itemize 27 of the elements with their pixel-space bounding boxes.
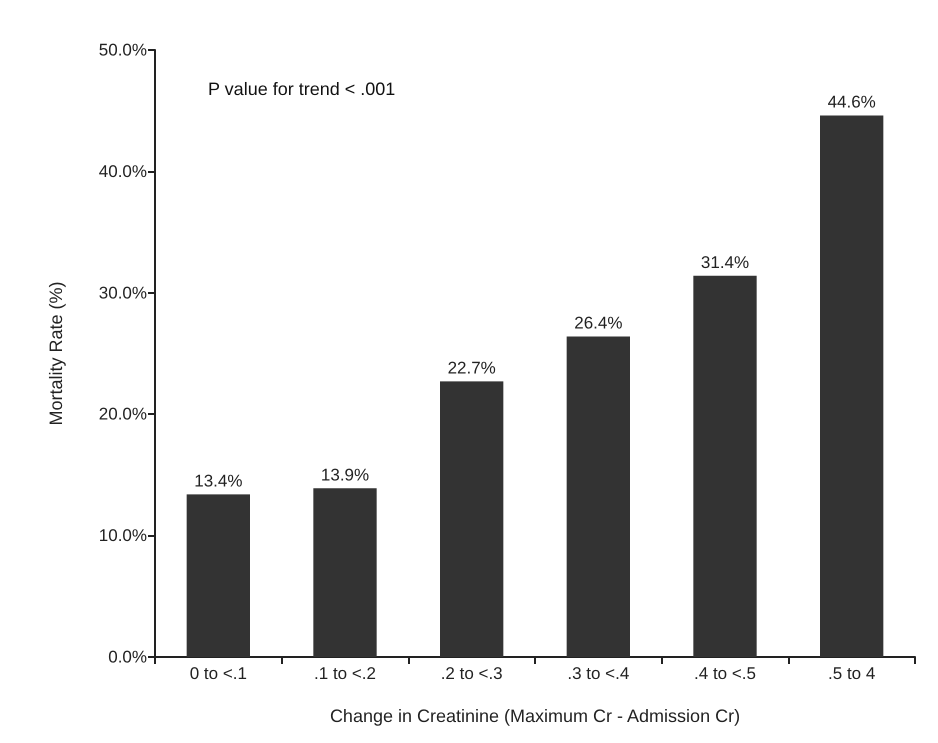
x-tick-label: .5 to 4 <box>828 664 876 683</box>
data-label: 13.9% <box>320 465 370 484</box>
y-tick-label: 40.0% <box>98 162 147 181</box>
bar <box>186 494 250 657</box>
data-label: 13.4% <box>194 471 242 490</box>
x-tick-label: .1 to <.2 <box>314 664 376 683</box>
annotation: P value for trend < .001 <box>208 79 396 99</box>
x-tick-label: .4 to <.5 <box>694 664 756 683</box>
bar <box>820 116 884 657</box>
data-label: 26.4% <box>574 314 622 333</box>
bar <box>313 488 377 657</box>
y-tick-label: 20.0% <box>98 404 147 424</box>
x-axis-title: Change in Creatinine (Maximum Cr - Admission Cr) <box>330 706 740 726</box>
y-tick-label: 50.0% <box>98 40 147 60</box>
bar <box>566 336 630 657</box>
x-tick-label: 0 to <.1 <box>190 664 247 683</box>
x-tick-label: .2 to <.3 <box>440 664 503 683</box>
data-label: 44.6% <box>828 92 876 112</box>
y-tick-label: 0.0% <box>108 648 147 666</box>
data-label: 22.7% <box>448 358 496 378</box>
bar <box>693 276 757 657</box>
bar <box>440 381 504 657</box>
x-tick-label: .3 to <.4 <box>567 664 630 683</box>
data-label: 31.4% <box>700 252 750 272</box>
y-tick-label: 10.0% <box>98 526 147 546</box>
y-tick-label: 30.0% <box>98 283 147 302</box>
y-axis-title: Mortality Rate (%) <box>46 281 66 426</box>
